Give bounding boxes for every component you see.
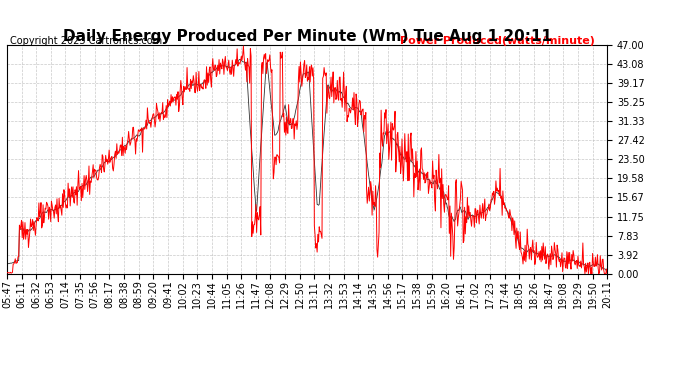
Text: Copyright 2023 Cartronics.com: Copyright 2023 Cartronics.com [10,36,162,46]
Text: Power Produced(watts/minute): Power Produced(watts/minute) [400,36,595,46]
Title: Daily Energy Produced Per Minute (Wm) Tue Aug 1 20:11: Daily Energy Produced Per Minute (Wm) Tu… [63,29,551,44]
